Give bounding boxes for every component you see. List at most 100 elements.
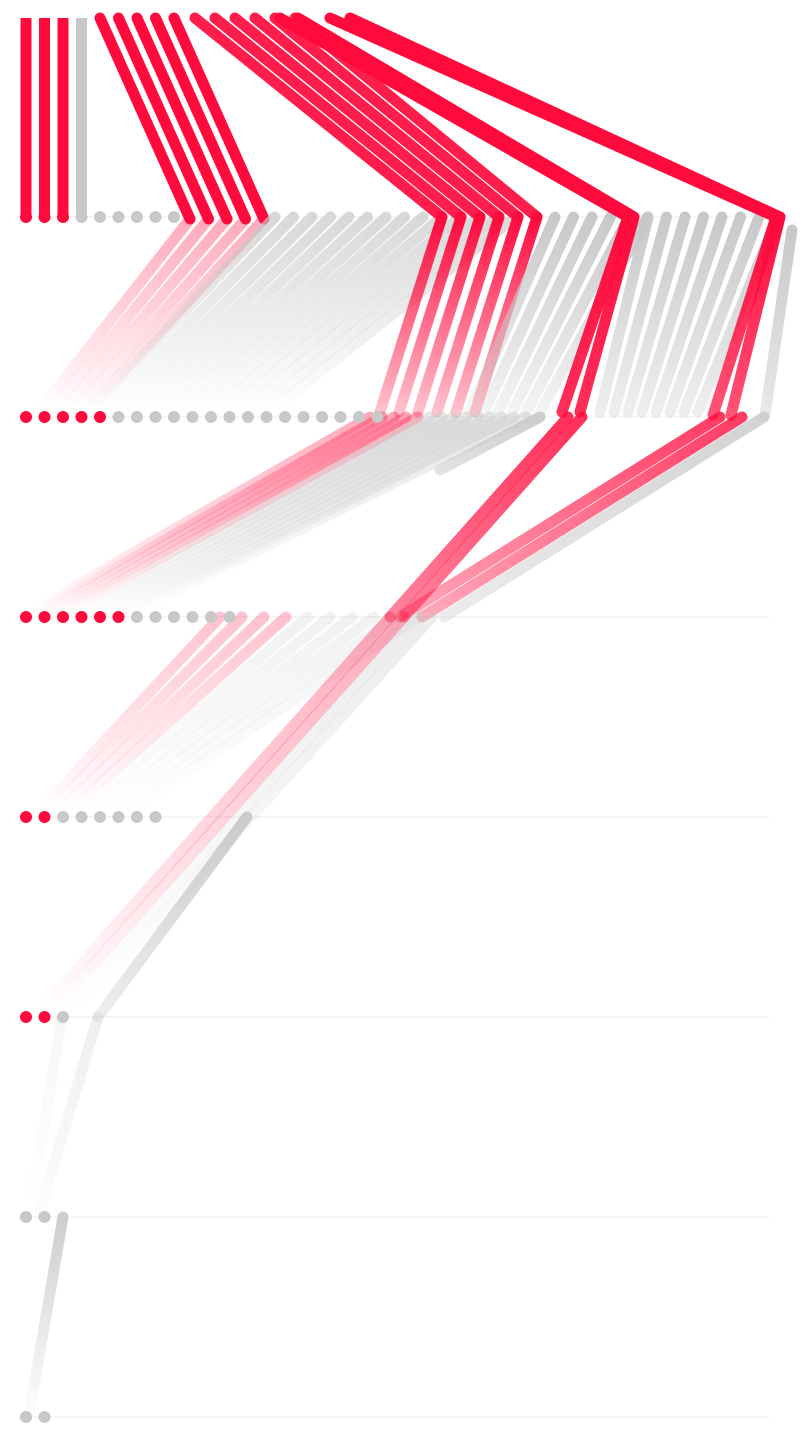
dot-rows <box>20 211 384 1423</box>
flow-line <box>92 811 253 1023</box>
flow-line <box>650 211 728 418</box>
dot-row <box>20 1411 51 1423</box>
flow-line <box>46 213 214 416</box>
dot-neutral <box>168 611 180 623</box>
dot-neutral <box>316 411 328 423</box>
flow-line <box>574 211 640 418</box>
dot-highlight <box>38 811 51 823</box>
dot-row <box>20 1211 51 1223</box>
dot-neutral <box>38 1211 51 1223</box>
dot-neutral <box>57 811 69 823</box>
flow-line <box>128 411 532 618</box>
dot-neutral <box>149 211 162 223</box>
flow-line <box>759 224 798 421</box>
dot-neutral <box>168 211 180 223</box>
dot-row <box>20 1011 69 1023</box>
flow-line <box>394 411 726 623</box>
flow-line <box>104 611 380 816</box>
flow-line <box>168 211 392 416</box>
dot-neutral <box>223 411 236 423</box>
flow-line <box>34 213 196 416</box>
dot-highlight <box>38 1011 51 1023</box>
flow-line <box>594 211 654 418</box>
dot-row <box>20 611 236 623</box>
flow-line <box>70 611 438 1016</box>
flow-line <box>182 211 410 416</box>
dot-highlight <box>20 811 32 823</box>
flow-line <box>556 211 634 418</box>
flow-line <box>393 211 467 418</box>
dot-neutral <box>223 611 236 623</box>
flow-line <box>431 211 505 418</box>
dot-neutral <box>149 411 162 423</box>
flow-line <box>707 211 782 421</box>
flow-line <box>131 12 233 225</box>
dot-neutral <box>131 811 143 823</box>
flow-line <box>344 12 786 223</box>
flow-line <box>478 211 579 418</box>
dot-neutral <box>297 411 310 423</box>
flow-line <box>168 12 270 225</box>
flow-line <box>64 611 292 816</box>
dot-neutral <box>38 1411 51 1423</box>
flow-line <box>112 211 318 416</box>
dot-neutral <box>205 411 217 423</box>
dot-neutral <box>75 811 88 823</box>
dot-highlight <box>75 611 88 623</box>
flow-line <box>725 211 786 421</box>
flow-line <box>74 611 314 816</box>
flow-line <box>126 211 336 416</box>
dot-highlight <box>94 411 106 423</box>
dot-neutral <box>168 411 180 423</box>
flow-line <box>113 12 214 225</box>
dot-highlight <box>38 211 51 223</box>
dot-neutral <box>112 811 125 823</box>
dot-neutral <box>112 211 125 223</box>
flow-line <box>434 411 546 476</box>
flow-line <box>140 211 355 416</box>
dot-highlight <box>57 211 69 223</box>
flow-line <box>622 211 691 418</box>
flow-line <box>608 211 672 418</box>
dot-neutral <box>149 811 162 823</box>
dot-neutral <box>20 1211 32 1223</box>
dot-neutral <box>260 411 273 423</box>
flow-line <box>84 211 281 416</box>
dot-highlight <box>38 611 51 623</box>
dot-highlight <box>57 411 69 423</box>
dot-highlight <box>38 411 51 423</box>
dot-neutral <box>371 411 384 423</box>
flow-line <box>189 12 448 223</box>
flow-line <box>412 211 486 418</box>
dot-neutral <box>112 411 125 423</box>
flow-line <box>664 211 746 418</box>
dot-highlight <box>57 611 69 623</box>
dot-highlight <box>75 411 88 423</box>
flow-lines <box>20 12 798 1416</box>
flow-line <box>249 12 505 223</box>
flow-line <box>209 12 467 223</box>
flow-line <box>450 211 524 418</box>
dot-neutral <box>334 411 347 423</box>
flow-line <box>636 211 709 418</box>
flow-line <box>58 611 424 1016</box>
dot-neutral <box>353 411 365 423</box>
dot-highlight <box>20 1011 32 1023</box>
flow-line <box>224 211 466 416</box>
dot-neutral <box>94 211 106 223</box>
dot-neutral <box>131 211 143 223</box>
flow-line <box>114 611 402 816</box>
flow-line <box>34 1011 104 1216</box>
dot-neutral <box>94 811 106 823</box>
flow-line <box>150 12 251 225</box>
flow-line <box>384 411 574 623</box>
flow-line <box>46 611 410 1016</box>
dot-row <box>20 211 180 223</box>
dot-neutral <box>75 211 88 223</box>
flow-line <box>24 1211 69 1416</box>
flow-line <box>34 611 226 816</box>
flow-line <box>34 611 396 1016</box>
dot-row <box>20 811 162 823</box>
flow-line <box>24 1011 68 1216</box>
flow-line <box>464 211 561 418</box>
